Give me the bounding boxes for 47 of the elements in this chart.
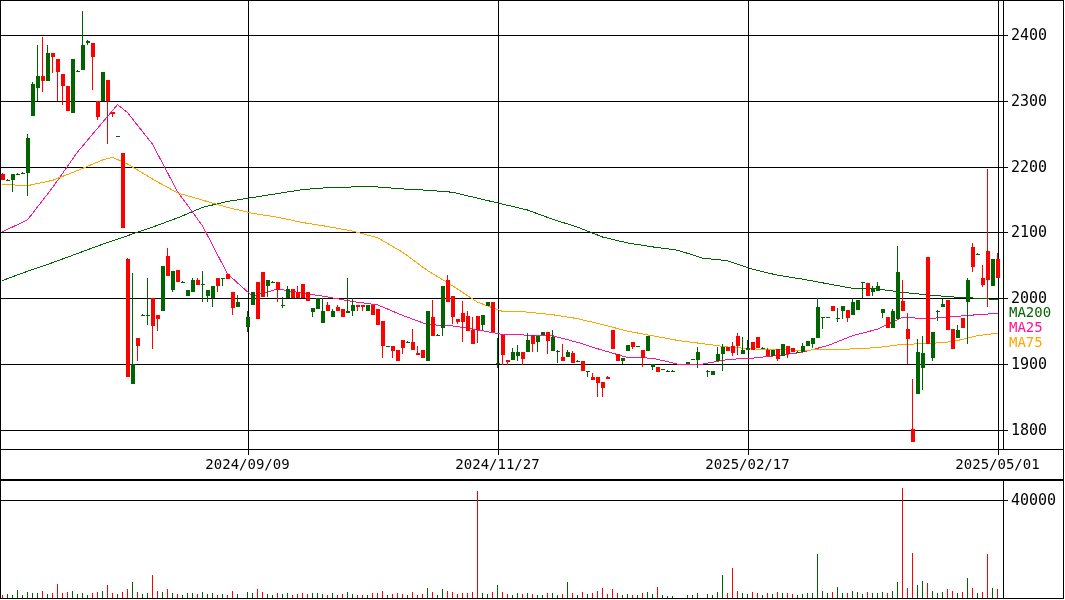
candlestick [735, 332, 740, 356]
candlestick [835, 307, 840, 323]
candlestick [130, 272, 135, 385]
series-label: MA25 [1009, 319, 1043, 336]
candlestick [935, 309, 940, 322]
x-tick-label: 2025/02/17 [705, 456, 790, 472]
candlestick [430, 299, 435, 337]
candlestick [105, 79, 110, 145]
x-tick-label: 2024/09/09 [205, 456, 290, 472]
y-tick-label: 1800 [1011, 420, 1048, 439]
candlestick [995, 252, 1000, 279]
candlestick [695, 346, 700, 369]
line-series [2, 104, 998, 365]
candlestick [475, 315, 480, 344]
candlestick [280, 296, 285, 309]
y-tick-label: 2300 [1011, 91, 1048, 110]
candlestick [495, 337, 500, 369]
candlestick [200, 270, 205, 303]
candlestick [320, 297, 325, 324]
line-series [2, 156, 998, 351]
x-tick-label: 2025/05/01 [955, 456, 1040, 472]
candlestick [910, 378, 915, 443]
candlestick [555, 349, 560, 364]
candlestick [165, 247, 170, 277]
series-label: MA75 [1009, 334, 1043, 351]
y-tick-label: 2400 [1011, 25, 1048, 44]
candlestick [220, 277, 225, 287]
x-tick-label: 2024/11/27 [455, 456, 540, 472]
candlestick [145, 277, 150, 326]
candlestick [550, 330, 555, 352]
candlestick [55, 58, 60, 102]
candlestick [90, 42, 95, 91]
candlestick [500, 334, 505, 366]
y-tick-label: 2200 [1011, 157, 1048, 176]
text: 40000 [1011, 491, 1057, 509]
candlestick [720, 343, 725, 372]
y-tick-label: 2100 [1011, 223, 1048, 242]
y-tick-label: 1900 [1011, 355, 1048, 374]
candlestick [40, 36, 45, 93]
candlestick [60, 73, 65, 106]
candlestick [905, 312, 910, 365]
candlestick [245, 310, 250, 333]
candlestick [170, 270, 175, 293]
candlestick [470, 316, 475, 345]
candlestick [920, 335, 925, 391]
candlestick [900, 279, 905, 312]
candlestick [970, 242, 975, 273]
